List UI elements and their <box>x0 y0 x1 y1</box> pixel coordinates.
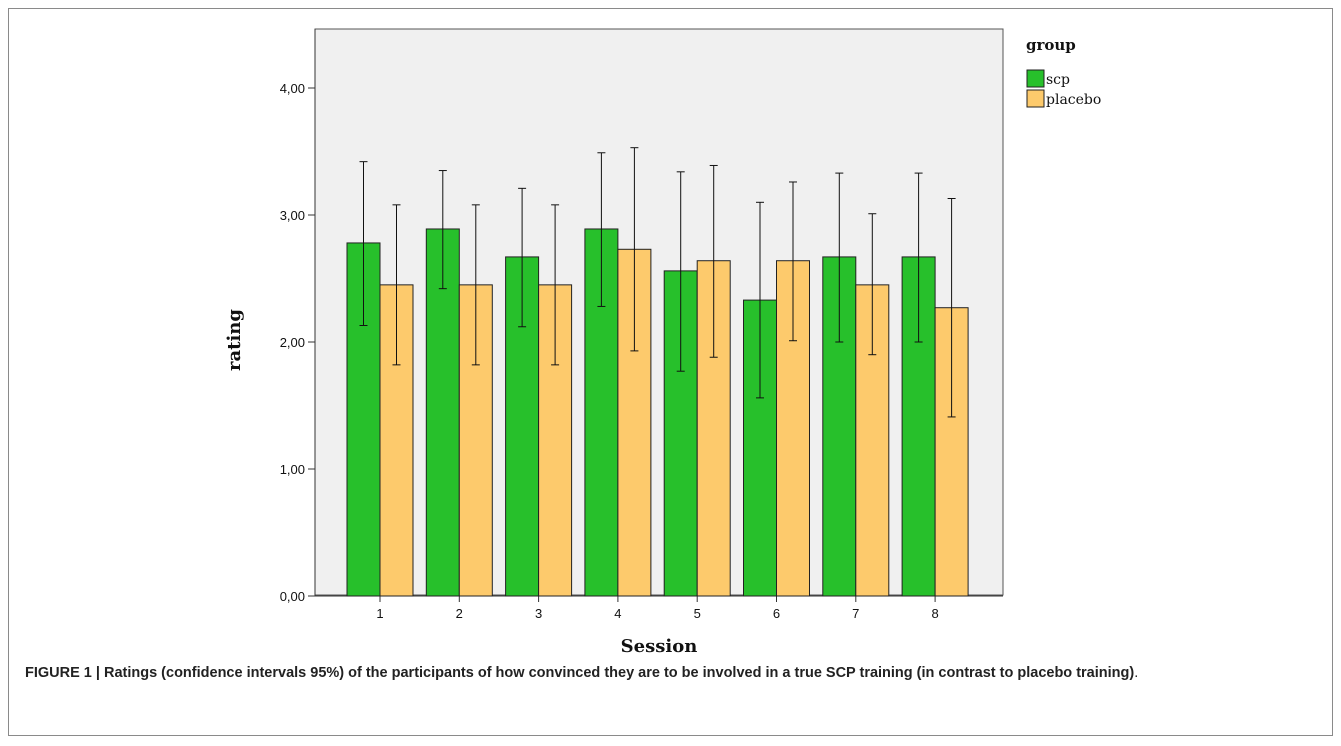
x-tick-label-3: 3 <box>535 606 542 621</box>
x-tick-label-7: 7 <box>852 606 859 621</box>
errorbar-placebo-session-6 <box>789 181 797 342</box>
legend-title: group <box>1026 36 1076 54</box>
plot-area <box>314 28 1004 596</box>
errorbar-placebo-session-5 <box>709 164 718 358</box>
x-tick-label-6: 6 <box>773 606 780 621</box>
y-tick-label-2: 2,00 <box>280 335 305 350</box>
legend: group scp placebo <box>1026 36 1101 108</box>
legend-label-scp: scp <box>1046 72 1070 88</box>
errorbar-scp-session-6 <box>756 201 764 399</box>
bar-chart: 0,00 1,00 2,00 3,00 4,00 1 2 3 4 5 6 7 8 Session ra… <box>224 28 1101 657</box>
y-tick-label-0: 0,00 <box>280 589 305 604</box>
x-tick-label-4: 4 <box>614 606 621 621</box>
x-axis-title: Session <box>621 636 698 657</box>
caption-text: FIGURE 1 | Ratings (confidence intervals… <box>25 665 1135 681</box>
errorbar-placebo-session-8 <box>947 197 956 418</box>
errorbar-placebo-session-2 <box>471 204 480 366</box>
x-tick-label-8: 8 <box>931 606 938 621</box>
figure-caption: FIGURE 1 | Ratings (confidence intervals… <box>25 663 1315 684</box>
x-tick-label-5: 5 <box>694 606 701 621</box>
errorbar-scp-session-1 <box>359 161 368 326</box>
legend-swatch-placebo <box>1026 89 1045 108</box>
y-tick-label-3: 3,00 <box>280 208 305 223</box>
errorbar-scp-session-7 <box>835 172 844 343</box>
errorbar-scp-session-2 <box>438 170 447 290</box>
x-tick-label-2: 2 <box>456 606 463 621</box>
legend-label-placebo: placebo <box>1046 92 1101 108</box>
errorbar-scp-session-3 <box>518 187 527 328</box>
caption-tail: . <box>1134 665 1139 681</box>
y-tick-label-1: 1,00 <box>280 462 305 477</box>
bar-scp-session-2 <box>425 228 460 597</box>
errorbar-placebo-session-4 <box>630 147 639 352</box>
legend-swatch-scp <box>1026 69 1045 88</box>
y-tick-label-4: 4,00 <box>280 81 305 96</box>
y-axis-title: rating <box>224 309 245 371</box>
errorbar-scp-session-4 <box>597 152 606 307</box>
bar-placebo-session-8 <box>934 307 969 597</box>
errorbar-scp-session-8 <box>914 172 923 343</box>
errorbar-placebo-session-7 <box>868 213 877 356</box>
errorbar-scp-session-5 <box>676 171 685 372</box>
errorbar-placebo-session-3 <box>551 204 560 366</box>
x-tick-label-1: 1 <box>376 606 383 621</box>
errorbar-placebo-session-1 <box>392 204 401 366</box>
